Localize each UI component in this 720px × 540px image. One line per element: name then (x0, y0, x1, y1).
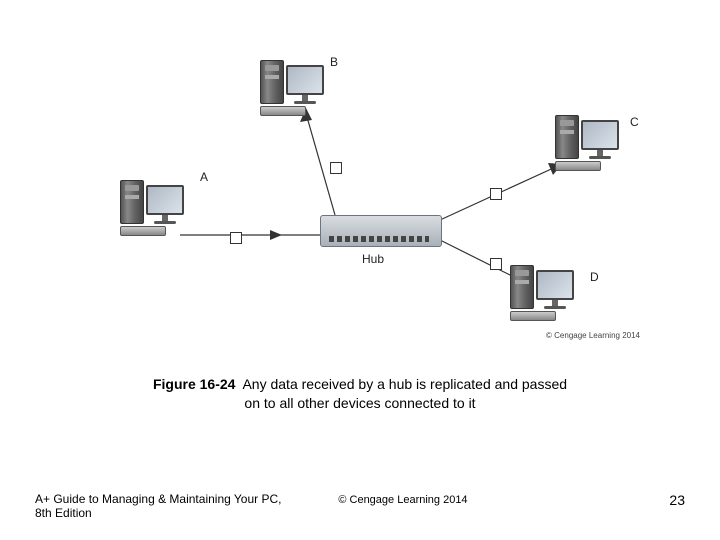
packet-icon (490, 188, 502, 200)
tower-icon (555, 115, 579, 159)
pc-d (510, 265, 574, 321)
network-diagram: A B C D Hub © Cengage Learning 2014 (110, 60, 640, 340)
tower-icon (510, 265, 534, 309)
keyboard-icon (260, 106, 306, 116)
keyboard-icon (555, 161, 601, 171)
caption-line2: on to all other devices connected to it (244, 395, 475, 411)
hub-icon (320, 215, 442, 247)
keyboard-icon (120, 226, 166, 236)
label-c: C (630, 115, 639, 129)
label-d: D (590, 270, 599, 284)
slide-footer: A+ Guide to Managing & Maintaining Your … (35, 492, 685, 520)
hub-label: Hub (362, 252, 384, 266)
tower-icon (120, 180, 144, 224)
monitor-icon (581, 120, 619, 159)
figure-caption: Figure 16-24 Any data received by a hub … (0, 375, 720, 413)
pc-a (120, 180, 184, 236)
label-b: B (330, 55, 338, 69)
book-title-line1: A+ Guide to Managing & Maintaining Your … (35, 492, 282, 506)
packet-icon (490, 258, 502, 270)
pc-c (555, 115, 619, 171)
packet-icon (230, 232, 242, 244)
monitor-icon (286, 65, 324, 104)
book-title-line2: 8th Edition (35, 506, 92, 520)
arrow-a-hub (270, 230, 282, 240)
monitor-icon (146, 185, 184, 224)
caption-line1: Any data received by a hub is replicated… (242, 376, 567, 392)
caption-label: Figure 16-24 (153, 376, 235, 392)
inset-copyright: © Cengage Learning 2014 (546, 331, 640, 340)
monitor-icon (536, 270, 574, 309)
footer-copyright: © Cengage Learning 2014 (338, 492, 538, 506)
label-a: A (200, 170, 208, 184)
page-number: 23 (669, 492, 685, 508)
tower-icon (260, 60, 284, 104)
pc-b (260, 60, 324, 116)
packet-icon (330, 162, 342, 174)
keyboard-icon (510, 311, 556, 321)
